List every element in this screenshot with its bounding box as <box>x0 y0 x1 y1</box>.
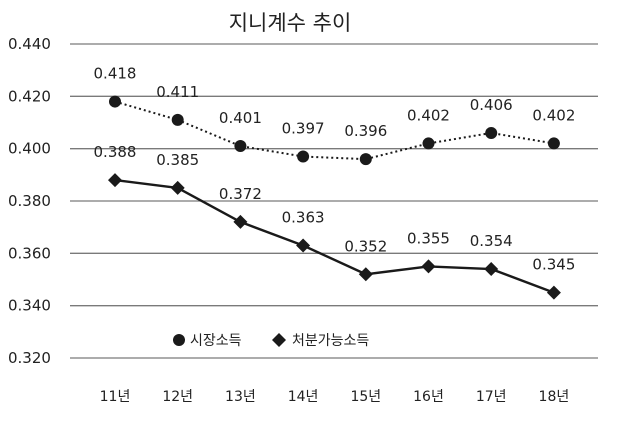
market-income-data-label: 0.401 <box>219 109 262 127</box>
chart-title: 지니계수 추이 <box>229 11 352 35</box>
x-tick-label: 17년 <box>476 389 507 405</box>
x-tick-label: 11년 <box>100 389 131 405</box>
disposable-income-data-label: 0.354 <box>470 232 513 250</box>
grid-layer <box>70 43 598 359</box>
market-income-point <box>109 95 121 108</box>
legend-label-market-income: 시장소득 <box>190 333 242 349</box>
market-income-point <box>171 113 184 126</box>
y-axis: 0.440 0.420 0.400 0.380 0.360 0.340 0.320 <box>8 35 51 367</box>
market-income-point <box>234 140 247 153</box>
disposable-income-point <box>233 214 248 229</box>
market-income-data-label: 0.418 <box>94 65 137 83</box>
legend-circle-marker <box>173 334 185 346</box>
disposable-income-data-label: 0.345 <box>532 256 575 274</box>
y-tick-label: 0.440 <box>8 35 51 53</box>
x-axis: 11년 12년 13년 14년 15년 16년 17년 18년 <box>100 389 570 405</box>
disposable-income-data-label: 0.385 <box>156 151 199 169</box>
disposable-income-point <box>296 238 311 253</box>
market-income-data-label: 0.402 <box>407 106 450 124</box>
legend-diamond-marker <box>272 333 286 347</box>
disposable-income-data-label: 0.388 <box>94 143 137 161</box>
x-tick-label: 14년 <box>288 389 319 405</box>
series-layer <box>108 95 561 300</box>
disposable-income-point <box>108 173 122 188</box>
market-income-point <box>547 137 560 150</box>
x-tick-label: 16년 <box>413 389 444 405</box>
disposable-income-point <box>358 267 373 282</box>
x-tick-label: 18년 <box>539 389 570 405</box>
disposable-income-point <box>170 180 185 195</box>
y-tick-label: 0.400 <box>8 140 51 158</box>
y-tick-label: 0.380 <box>8 192 51 210</box>
disposable-income-data-label: 0.363 <box>282 208 325 226</box>
disposable-income-data-label: 0.372 <box>219 185 262 203</box>
market-income-data-label: 0.406 <box>470 96 513 114</box>
legend: 시장소득 처분가능소득 <box>173 333 369 349</box>
x-tick-label: 12년 <box>162 389 193 405</box>
series-line-disposable-income <box>114 178 555 294</box>
x-tick-label: 13년 <box>225 389 256 405</box>
y-tick-label: 0.360 <box>8 244 51 262</box>
market-income-data-label: 0.397 <box>282 120 325 138</box>
market-income-point <box>485 126 498 139</box>
series-line-market-income <box>114 100 555 161</box>
x-tick-label: 15년 <box>350 389 381 405</box>
disposable-income-point <box>546 285 561 300</box>
legend-label-disposable-income: 처분가능소득 <box>292 333 369 349</box>
disposable-income-data-label: 0.355 <box>407 229 450 247</box>
disposable-income-point <box>421 259 436 274</box>
market-income-data-label: 0.402 <box>532 106 575 124</box>
market-income-point <box>422 137 435 150</box>
disposable-income-point <box>484 262 499 277</box>
y-tick-label: 0.420 <box>8 87 51 105</box>
market-income-point <box>359 153 372 166</box>
data-labels: 0.418 0.411 0.401 0.397 0.396 0.402 0.406 0.402… <box>94 65 576 274</box>
market-income-data-label: 0.396 <box>344 122 387 140</box>
y-tick-label: 0.340 <box>8 297 51 315</box>
market-income-point <box>297 150 310 163</box>
disposable-income-data-label: 0.352 <box>344 237 387 255</box>
market-income-data-label: 0.411 <box>156 83 199 101</box>
y-tick-label: 0.320 <box>8 349 51 367</box>
